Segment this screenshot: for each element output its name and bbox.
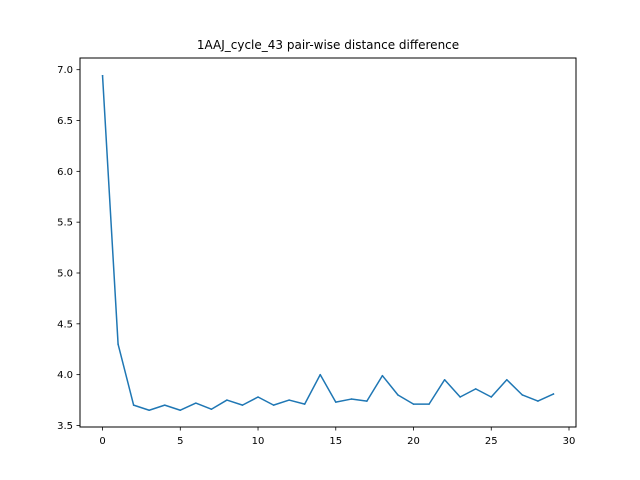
data-point-0: [101, 75, 104, 77]
plot-area: [101, 74, 555, 411]
x-tick-label-15: 15: [329, 436, 342, 447]
data-point-29: [552, 393, 555, 395]
data-point-2: [132, 404, 135, 406]
x-tick-label-30: 30: [563, 436, 576, 447]
data-point-8: [226, 399, 228, 401]
data-point-19: [397, 394, 399, 396]
y-tick-label-6: 6.5: [57, 116, 73, 127]
data-point-17: [366, 400, 368, 402]
data-point-24: [474, 388, 477, 390]
y-tick-label-4: 5.5: [57, 218, 73, 229]
x-tick-label-0: 0: [99, 436, 105, 447]
data-point-11: [272, 404, 275, 406]
series-line-0: [101, 74, 555, 411]
x-tick-label-20: 20: [407, 436, 420, 447]
y-tick-label-1: 4.0: [57, 370, 73, 381]
data-point-7: [210, 408, 213, 410]
data-point-23: [459, 396, 461, 398]
data-point-1: [117, 343, 119, 345]
y-tick-label-3: 5.0: [57, 268, 73, 279]
data-point-20: [412, 403, 415, 405]
data-point-18: [381, 374, 384, 377]
data-point-15: [335, 401, 337, 403]
data-point-22: [443, 378, 446, 381]
y-axis: 3.5 4.0 4.5 5.0 5.5 6.0 6.5 7.0: [57, 65, 80, 432]
data-point-14: [319, 373, 321, 376]
data-point-27: [521, 394, 524, 396]
data-point-26: [506, 378, 508, 381]
data-point-9: [241, 404, 244, 406]
data-point-4: [163, 404, 166, 406]
data-point-13: [303, 403, 306, 405]
y-tick-label-7: 7.0: [57, 65, 73, 76]
data-point-16: [350, 398, 353, 400]
data-point-6: [195, 402, 197, 404]
data-point-25: [490, 396, 493, 398]
data-point-10: [257, 396, 259, 398]
y-tick-label-0: 3.5: [57, 421, 73, 432]
data-point-21: [428, 403, 430, 405]
data-point-5: [179, 409, 182, 411]
data-point-28: [537, 400, 539, 402]
y-tick-label-5: 6.0: [57, 167, 73, 178]
y-tick-label-2: 4.5: [57, 319, 73, 330]
x-tick-label-25: 25: [485, 436, 498, 447]
x-tick-label-5: 5: [177, 436, 183, 447]
data-point-12: [288, 399, 290, 401]
x-axis: 0 5 10 15 20 25 30: [99, 427, 575, 447]
x-tick-label-10: 10: [252, 436, 265, 447]
axes-frame: [79, 57, 577, 428]
data-point-3: [148, 409, 150, 411]
chart-title: 1AAJ_cycle_43 pair-wise distance differe…: [197, 38, 459, 52]
